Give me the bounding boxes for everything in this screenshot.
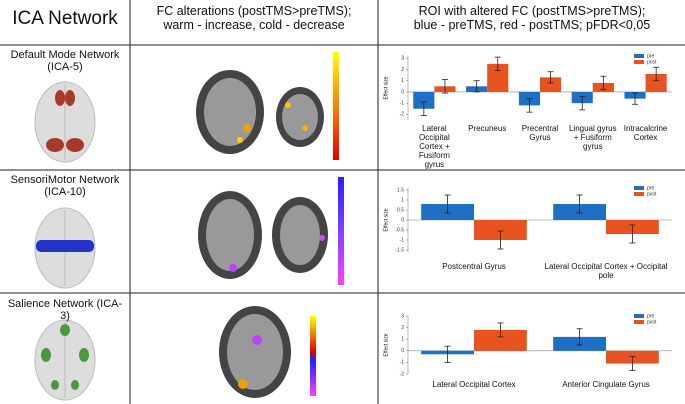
legend-label: pre — [647, 185, 654, 191]
header-line: ROI with altered FC (postTMS>preTMS); — [418, 4, 646, 18]
category-label: Postcentral Gyrus — [442, 262, 506, 271]
header-line: FC alterations (postTMS>preTMS); — [156, 4, 352, 18]
bar — [487, 63, 509, 92]
y-tick-label: 0 — [401, 217, 404, 223]
legend-swatch — [634, 314, 644, 318]
bar — [474, 220, 527, 240]
legend-swatch — [634, 186, 644, 190]
y-axis-label: Effect size — [383, 333, 389, 356]
y-tick-label: 1 — [401, 337, 404, 343]
y-tick-label: -0.5 — [395, 227, 404, 233]
y-tick-label: -1 — [400, 100, 405, 106]
brain-slices-sal — [219, 306, 316, 398]
network-label: Default Mode Network (ICA-5) — [10, 49, 120, 73]
legend-label: post — [647, 59, 657, 65]
y-axis-label: Effect size — [383, 208, 389, 231]
y-axis-label: Effect size — [383, 76, 389, 99]
brain-3d-dmn — [34, 81, 96, 163]
brain-slices-dmn — [196, 52, 339, 160]
legend-swatch — [634, 320, 644, 324]
network-label: SensoriMotor Network (ICA-10) — [10, 174, 120, 198]
bar — [540, 77, 562, 92]
category-label: Precentral Gyrus — [521, 124, 559, 142]
y-tick-label: -1 — [400, 360, 405, 366]
y-tick-label: -1 — [400, 237, 405, 243]
y-tick-label: 1.5 — [397, 187, 404, 193]
y-tick-label: 0 — [401, 348, 404, 354]
header-text: ROI with altered FC (postTMS>preTMS); blu… — [379, 4, 685, 32]
brain-3d-sal — [34, 319, 96, 401]
y-tick-label: 0.5 — [397, 207, 404, 213]
category-label: Precuneus — [468, 124, 507, 133]
legend-label: pre — [647, 313, 654, 319]
header-line: warm - increase, cold - decrease — [163, 18, 345, 32]
legend-label: post — [647, 191, 657, 197]
category-label: Anterior Cingulate Gyrus — [562, 380, 650, 389]
bar — [645, 73, 667, 92]
legend-swatch — [634, 54, 644, 58]
y-tick-label: 0 — [401, 89, 404, 95]
bar — [413, 91, 435, 109]
header-title: ICA Network — [12, 8, 118, 29]
legend-swatch — [634, 192, 644, 196]
y-tick-label: -1.5 — [395, 247, 404, 253]
brain-slices-smn — [198, 177, 344, 285]
category-label: Lateral Occipital Cortex + Fusiform gyru… — [418, 124, 450, 169]
y-tick-label: 2 — [401, 67, 404, 73]
y-tick-label: -2 — [400, 112, 405, 118]
y-tick-label: 1 — [401, 197, 404, 203]
y-tick-label: 1 — [401, 78, 404, 84]
brain-3d-smn — [34, 207, 96, 289]
bar — [474, 329, 527, 351]
y-tick-label: 3 — [401, 56, 404, 62]
header-text: FC alterations (postTMS>preTMS); warm - i… — [131, 4, 377, 32]
category-label: Intracalcrine Cortex — [623, 124, 668, 142]
category-label: Lateral Occipital Cortex + Occipital pol… — [544, 262, 668, 280]
y-tick-label: -2 — [400, 371, 405, 377]
header-line: blue - preTMS, red - postTMS; pFDR<0,05 — [413, 18, 651, 32]
category-label: Lateral Occipital Cortex — [432, 380, 516, 389]
category-label: Lingual gyrus + Fusiform gyrus — [568, 124, 617, 151]
legend-swatch — [634, 60, 644, 64]
y-tick-label: 2 — [401, 325, 404, 331]
y-tick-label: 3 — [401, 313, 404, 319]
legend-label: post — [647, 319, 657, 325]
network-label: Salience Network (ICA-3) — [7, 298, 123, 322]
legend-label: pre — [647, 53, 654, 59]
